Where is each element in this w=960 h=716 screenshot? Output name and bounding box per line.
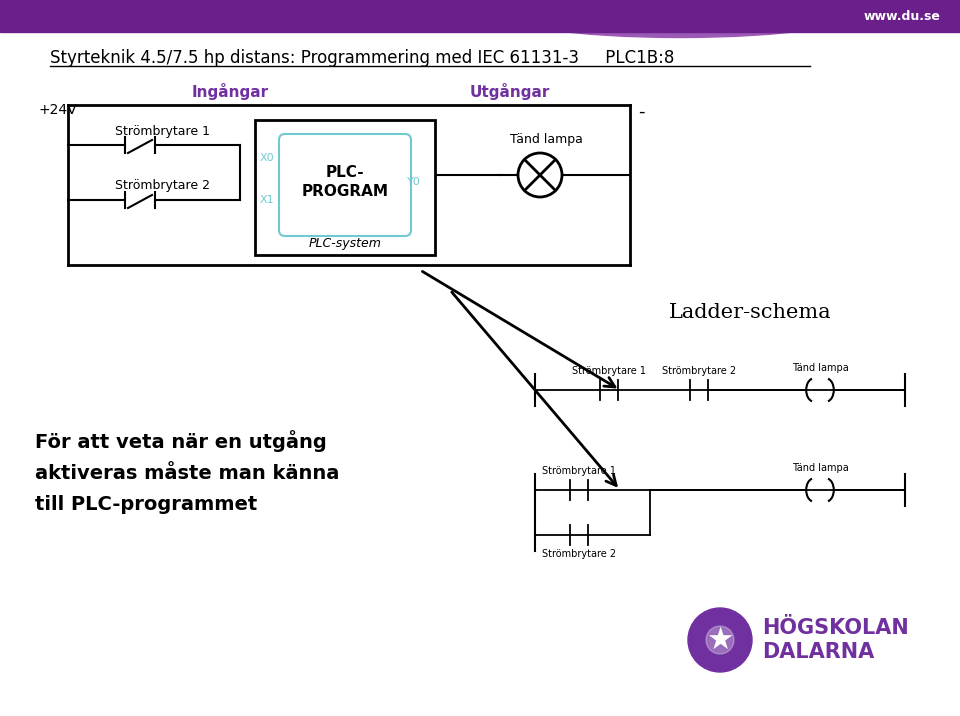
Text: Tänd lampa: Tänd lampa	[510, 133, 583, 147]
Text: ★: ★	[707, 626, 733, 654]
Text: PLC-system: PLC-system	[308, 236, 381, 249]
FancyBboxPatch shape	[279, 134, 411, 236]
Bar	[255, 120, 435, 255]
Text: Y0: Y0	[407, 177, 420, 187]
Text: HÖGSKOLAN: HÖGSKOLAN	[762, 618, 909, 638]
Text: Ingångar: Ingångar	[191, 84, 269, 100]
Circle shape	[706, 626, 734, 654]
Text: -: -	[638, 103, 644, 121]
Text: +24V: +24V	[38, 103, 77, 117]
Ellipse shape	[490, 0, 870, 37]
Text: Strömbrytare 2: Strömbrytare 2	[662, 366, 736, 376]
Text: PLC-
PROGRAM: PLC- PROGRAM	[301, 165, 389, 199]
Text: Strömbrytare 2: Strömbrytare 2	[115, 180, 210, 193]
Text: Tänd lampa: Tänd lampa	[792, 363, 849, 373]
Text: DALARNA: DALARNA	[762, 642, 875, 662]
Text: Strömbrytare 1: Strömbrytare 1	[542, 466, 616, 476]
Circle shape	[518, 153, 562, 197]
Ellipse shape	[690, 0, 910, 25]
Bar	[0, 0, 960, 32]
Text: Tänd lampa: Tänd lampa	[792, 463, 849, 473]
Text: X0: X0	[260, 153, 275, 163]
Text: www.du.se: www.du.se	[863, 9, 940, 22]
Text: Styrteknik 4.5/7.5 hp distans: Programmering med IEC 61131-3     PLC1B:8: Styrteknik 4.5/7.5 hp distans: Programme…	[50, 49, 674, 67]
Text: För att veta när en utgång
aktiveras måste man känna
till PLC-programmet: För att veta när en utgång aktiveras mås…	[35, 430, 340, 514]
Text: Strömbrytare 1: Strömbrytare 1	[572, 366, 646, 376]
Text: Strömbrytare 1: Strömbrytare 1	[115, 125, 210, 137]
Text: Ladder-schema: Ladder-schema	[669, 302, 831, 321]
Text: X1: X1	[260, 195, 275, 205]
Text: Utgångar: Utgångar	[469, 84, 550, 100]
Circle shape	[688, 608, 752, 672]
Text: Strömbrytare 2: Strömbrytare 2	[542, 549, 616, 559]
